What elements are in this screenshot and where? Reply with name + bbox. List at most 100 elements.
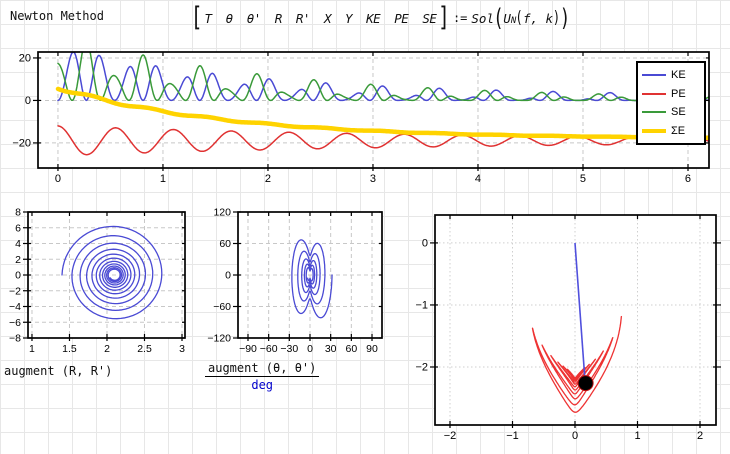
legend-line-pe — [642, 92, 666, 95]
svg-text:1.5: 1.5 — [62, 343, 77, 355]
pendulum-plot[interactable]: −2 −1 0 1 2 0 −1 −2 — [415, 214, 721, 442]
svg-text:−90: −90 — [239, 343, 257, 355]
svg-text:3: 3 — [370, 173, 376, 185]
svg-text:2: 2 — [265, 173, 271, 185]
energy-legend[interactable]: KE PE SE ΣE — [636, 61, 706, 145]
svg-text:0: 0 — [15, 270, 21, 282]
svg-text:60: 60 — [345, 343, 357, 355]
formula-rbracket: ] — [439, 2, 448, 33]
svg-text:0: 0 — [225, 270, 231, 282]
svg-text:−2: −2 — [9, 285, 21, 297]
legend-label-pe: PE — [671, 87, 686, 100]
svg-text:30: 30 — [325, 343, 337, 355]
phase-axis-caption[interactable]: augment (θ, θ') deg — [205, 361, 320, 392]
svg-text:1: 1 — [634, 430, 640, 442]
formula-rparen: ) — [561, 4, 568, 32]
svg-text:8: 8 — [15, 207, 21, 219]
svg-text:6: 6 — [15, 222, 21, 234]
energy-series — [55, 52, 709, 156]
phase-curve-augmentdeg — [291, 239, 333, 319]
svg-text:0: 0 — [25, 95, 31, 107]
svg-text:−1: −1 — [506, 430, 519, 442]
svg-text:−4: −4 — [9, 301, 21, 313]
formula-function-sol: Sol — [471, 10, 494, 26]
energy-curve-e — [55, 86, 709, 140]
svg-text:1: 1 — [29, 343, 35, 355]
formula-u-subscript: N — [510, 16, 517, 26]
phase-caption-denominator: deg — [251, 378, 274, 392]
svg-text:2: 2 — [697, 430, 703, 442]
svg-text:−6: −6 — [9, 317, 21, 329]
pendulum-ticks — [430, 215, 721, 428]
energy-curve-pe — [57, 125, 709, 156]
phase-ticks — [233, 211, 382, 341]
phase-gridlines — [238, 211, 382, 339]
svg-text:3: 3 — [179, 343, 185, 355]
legend-label-se: SE — [671, 106, 686, 119]
formula-u-name: U — [503, 10, 511, 26]
pendulum-series — [531, 242, 623, 413]
svg-text:0: 0 — [55, 173, 61, 185]
pendulum-rod — [574, 242, 586, 381]
svg-text:0: 0 — [572, 430, 578, 442]
formula-inner-lparen: ( — [517, 8, 523, 28]
svg-text:4: 4 — [475, 173, 481, 185]
svg-text:0: 0 — [307, 343, 313, 355]
formula-args: f, k — [522, 10, 554, 26]
formula-lparen: ( — [495, 4, 503, 32]
legend-line-ke — [642, 74, 666, 77]
energy-plot[interactable]: 0 1 2 3 4 5 6 20 0 −20 — [12, 40, 710, 185]
svg-text:20: 20 — [19, 52, 31, 64]
assign-operator: := — [452, 11, 468, 25]
legend-label-ke: KE — [671, 69, 686, 82]
pendulum-bob — [577, 375, 594, 392]
phase-caption-numerator: augment (θ, θ') — [205, 361, 320, 377]
formula-inner-rparen: ) — [553, 8, 559, 28]
svg-text:90: 90 — [366, 343, 378, 355]
pendulum-tick-labels: −2 −1 0 1 2 0 −1 −2 — [415, 237, 703, 442]
spiral-plot[interactable]: 1 1.5 2 2.5 3 8 6 4 2 0 −2 −4 −6 −8 — [9, 207, 186, 356]
energy-curve-ke — [57, 52, 709, 102]
svg-text:6: 6 — [685, 173, 691, 185]
svg-text:2: 2 — [104, 343, 110, 355]
legend-item-sume: ΣE — [642, 125, 700, 137]
spiral-tick-labels: 1 1.5 2 2.5 3 8 6 4 2 0 −2 −4 −6 −8 — [9, 207, 185, 356]
svg-text:60: 60 — [219, 238, 231, 250]
svg-text:5: 5 — [580, 173, 586, 185]
energy-tick-labels: 0 1 2 3 4 5 6 20 0 −20 — [12, 52, 691, 185]
legend-line-se — [642, 111, 666, 114]
svg-text:−8: −8 — [9, 333, 21, 345]
pendulum-curve-bobtrajectory — [531, 315, 623, 413]
svg-text:−2: −2 — [444, 430, 457, 442]
svg-text:−1: −1 — [415, 299, 428, 311]
energy-curve-se — [57, 52, 709, 102]
legend-label-sume: ΣE — [671, 124, 686, 137]
legend-item-se: SE — [642, 106, 700, 118]
spiral-ticks — [23, 211, 185, 341]
svg-text:−2: −2 — [415, 361, 428, 373]
formula-result-vector: T θ θ' R R' X Y KE PE SE — [204, 10, 437, 26]
svg-text:4: 4 — [15, 238, 21, 250]
worksheet-title[interactable]: Newton Method — [10, 9, 104, 23]
svg-text:−30: −30 — [280, 343, 298, 355]
phase-series — [291, 239, 333, 319]
formula-lbracket: [ — [193, 2, 202, 33]
svg-text:−120: −120 — [207, 333, 231, 345]
svg-text:0: 0 — [422, 237, 428, 249]
svg-text:2: 2 — [15, 254, 21, 266]
energy-ticks — [33, 52, 709, 171]
svg-text:2.5: 2.5 — [137, 343, 152, 355]
svg-text:120: 120 — [213, 207, 231, 219]
svg-text:−20: −20 — [12, 137, 31, 149]
svg-text:−60: −60 — [260, 343, 278, 355]
legend-item-ke: KE — [642, 69, 700, 81]
spiral-curve-augmentrr — [61, 225, 163, 320]
spiral-series — [61, 225, 163, 320]
legend-item-pe: PE — [642, 88, 700, 100]
spiral-axis-caption[interactable]: augment (R, R') — [4, 364, 113, 378]
